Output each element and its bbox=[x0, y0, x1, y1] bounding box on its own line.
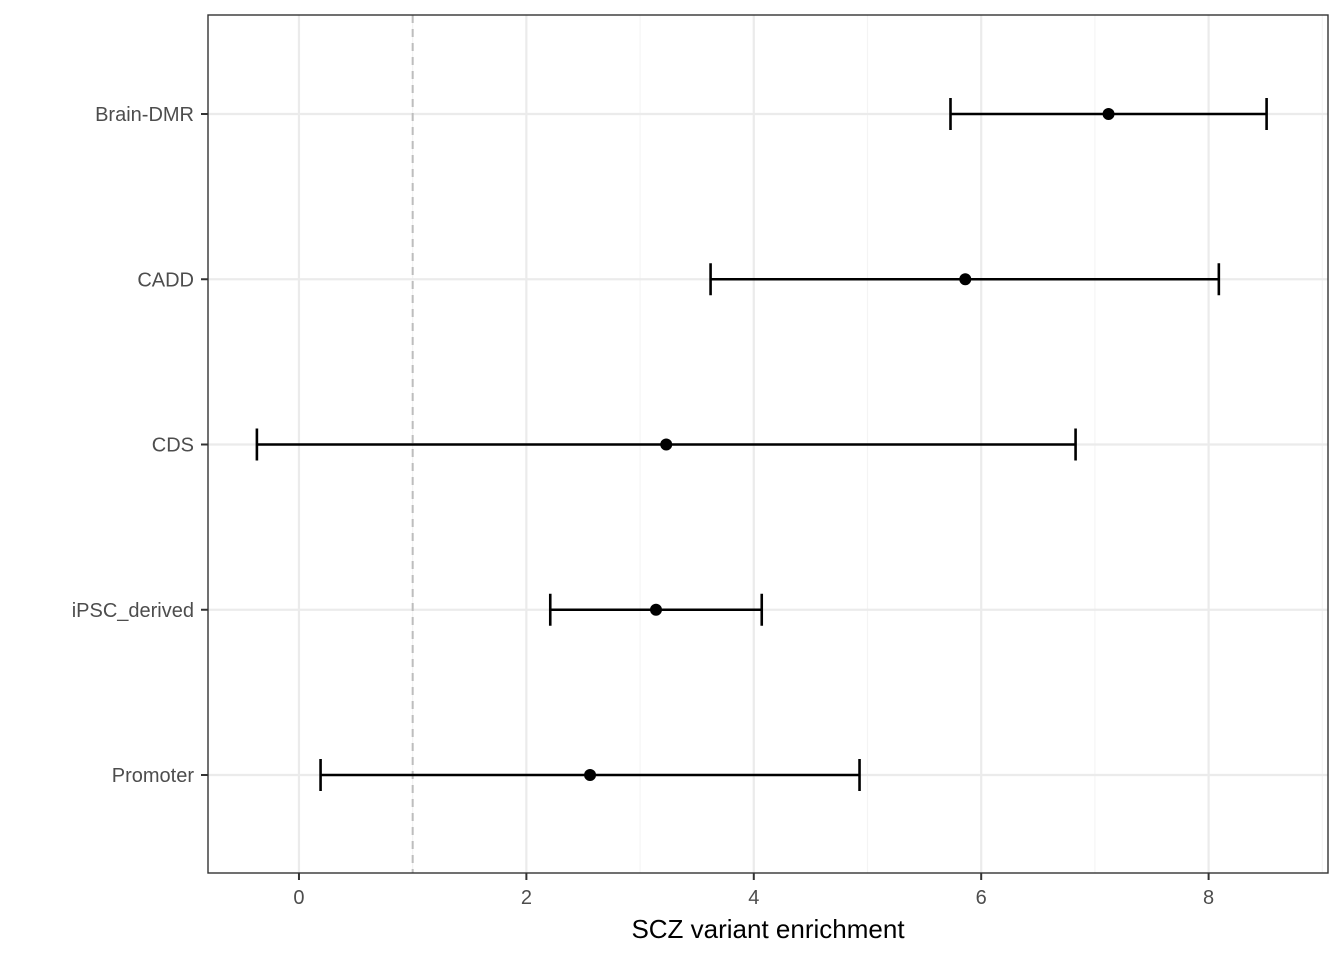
y-tick-label: Brain-DMR bbox=[95, 104, 194, 126]
x-tick-label: 6 bbox=[976, 887, 987, 909]
estimate-point bbox=[650, 603, 662, 616]
estimate-point bbox=[1102, 108, 1115, 120]
x-axis-title: SCZ variant enrichment bbox=[631, 914, 905, 944]
estimate-point bbox=[959, 273, 972, 286]
x-tick-label: 4 bbox=[748, 887, 759, 909]
data-layer bbox=[255, 98, 1268, 791]
y-tick-label: iPSC_derived bbox=[72, 600, 194, 622]
y-tick-label: CADD bbox=[137, 269, 194, 291]
estimate-point bbox=[584, 769, 597, 781]
y-tick-label: CDS bbox=[152, 435, 194, 457]
estimate-point bbox=[660, 438, 673, 451]
axis-layer: 0 2 4 6 8 Brain-DMR CADD CDS iPSC_derived Promote… bbox=[72, 104, 1214, 909]
x-tick-label: 2 bbox=[521, 887, 532, 909]
y-tick-label: Promoter bbox=[112, 765, 195, 787]
x-tick-label: 0 bbox=[293, 887, 304, 909]
x-tick-label: 8 bbox=[1203, 887, 1214, 909]
